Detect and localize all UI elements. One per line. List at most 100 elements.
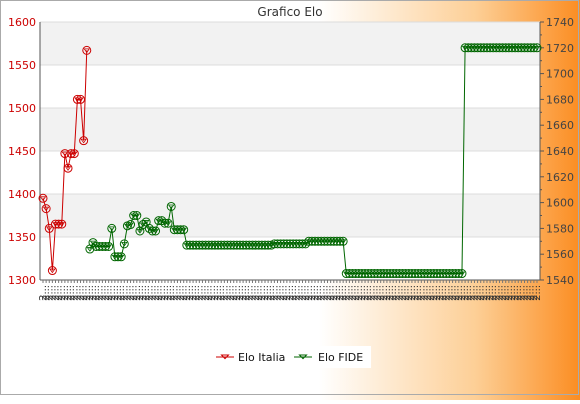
elo-fide-point <box>394 269 404 279</box>
x-tick-label: 2... <box>532 285 543 301</box>
elo-fide-point <box>251 240 261 250</box>
elo-fide-point <box>263 240 273 250</box>
elo-fide-point-marker <box>152 229 159 234</box>
x-tick-label: 2... <box>91 285 102 301</box>
x-tick-label: 2... <box>147 285 158 301</box>
x-tick-label: 2... <box>407 285 418 301</box>
x-tick-label: 2... <box>435 285 446 301</box>
x-tick-label: 2... <box>426 285 437 301</box>
elo-fide-point <box>473 43 483 53</box>
elo-fide-point <box>526 43 536 53</box>
x-tick-label: 2... <box>257 285 268 301</box>
elo-fide-point <box>154 216 164 226</box>
elo-fide-point <box>379 269 389 279</box>
elo-fide-point <box>429 269 439 279</box>
x-tick-label: 2... <box>404 285 415 301</box>
elo-fide-point-marker <box>121 241 128 247</box>
x-tick-label: 2... <box>107 285 118 301</box>
x-tick-label: 2... <box>379 285 390 301</box>
chart-frame <box>0 0 579 395</box>
x-tick-label: 2... <box>369 285 380 301</box>
x-tick-label: 2... <box>279 285 290 301</box>
x-tick-label: 2... <box>85 285 96 301</box>
elo-fide-point <box>504 43 514 53</box>
elo-fide-point <box>401 269 411 279</box>
x-tick-label: 2... <box>113 285 124 301</box>
x-tick-label: 2... <box>510 285 521 301</box>
elo-fide-point <box>385 269 395 279</box>
elo-fide-point <box>294 239 304 249</box>
elo-fide-point-marker <box>117 254 125 260</box>
x-tick-label: 2... <box>88 285 99 301</box>
elo-fide-point <box>185 240 195 250</box>
elo-fide-point <box>351 269 361 279</box>
elo-fide-point-marker <box>339 239 347 244</box>
x-tick-label: 2... <box>476 285 487 301</box>
elo-fide-point <box>269 239 279 249</box>
x-tick-label: 2... <box>129 285 140 301</box>
elo-fide-point <box>451 269 461 279</box>
elo-italia-point-marker <box>39 196 47 201</box>
legend-marker-elo-italia <box>220 354 230 360</box>
elo-fide-point <box>241 240 251 250</box>
elo-fide-point <box>448 269 458 279</box>
x-tick-label: 2... <box>351 285 362 301</box>
elo-fide-point-marker <box>533 45 541 51</box>
elo-fide-point <box>307 236 317 246</box>
elo-fide-point <box>147 226 157 236</box>
elo-fide-point <box>298 239 308 249</box>
x-tick-label: 2... <box>473 285 484 301</box>
x-tick-label: 2... <box>344 285 355 301</box>
x-tick-label: 2... <box>323 285 334 301</box>
x-tick-label: 2... <box>341 285 352 301</box>
x-tick-label: 2... <box>44 285 55 301</box>
x-tick-label: 2... <box>260 285 271 301</box>
elo-fide-point <box>388 269 398 279</box>
plot-band <box>40 108 540 151</box>
elo-fide-point <box>419 269 429 279</box>
x-tick-label: 2... <box>438 285 449 301</box>
x-tick-label: 2... <box>176 285 187 301</box>
x-tick-label: 2... <box>179 285 190 301</box>
legend-box <box>210 346 371 368</box>
x-tick-label: 2... <box>394 285 405 301</box>
elo-fide-point <box>94 241 104 251</box>
left-tick-label: 1550 <box>8 59 36 72</box>
legend-label-elo-italia: Elo Italia <box>238 351 285 364</box>
x-tick-label: 2... <box>307 285 318 301</box>
right-tick-label: 1680 <box>546 93 574 106</box>
x-tick-label: 2... <box>451 285 462 301</box>
elo-fide-point <box>313 236 323 246</box>
x-tick-label: 2... <box>135 285 146 301</box>
x-tick-label: 2... <box>360 285 371 301</box>
x-tick-label: 2... <box>122 285 133 301</box>
x-tick-label: 2... <box>294 285 305 301</box>
elo-fide-point <box>529 43 539 53</box>
elo-italia-point-marker <box>70 151 78 157</box>
x-tick-label: 2... <box>423 285 434 301</box>
left-tick-label: 1300 <box>8 274 36 287</box>
elo-fide-point <box>285 239 295 249</box>
elo-fide-point <box>335 236 345 246</box>
x-tick-label: 2... <box>72 285 83 301</box>
x-tick-label: 2... <box>166 285 177 301</box>
x-tick-label: 2... <box>501 285 512 301</box>
right-tick-label: 1600 <box>546 197 574 210</box>
elo-fide-point <box>516 43 526 53</box>
right-tick-label: 1700 <box>546 68 574 81</box>
x-tick-label: 2... <box>76 285 87 301</box>
x-tick-label: 2... <box>272 285 283 301</box>
elo-fide-point <box>510 43 520 53</box>
x-tick-label: 2... <box>226 285 237 301</box>
elo-italia-point <box>69 149 79 159</box>
elo-italia-point <box>41 204 51 214</box>
x-tick-label: 2... <box>141 285 152 301</box>
x-tick-label: 2... <box>448 285 459 301</box>
x-tick-label: 2... <box>69 285 80 301</box>
elo-fide-point <box>254 240 264 250</box>
elo-fide-point <box>376 269 386 279</box>
elo-fide-point <box>494 43 504 53</box>
elo-fide-point <box>391 269 401 279</box>
